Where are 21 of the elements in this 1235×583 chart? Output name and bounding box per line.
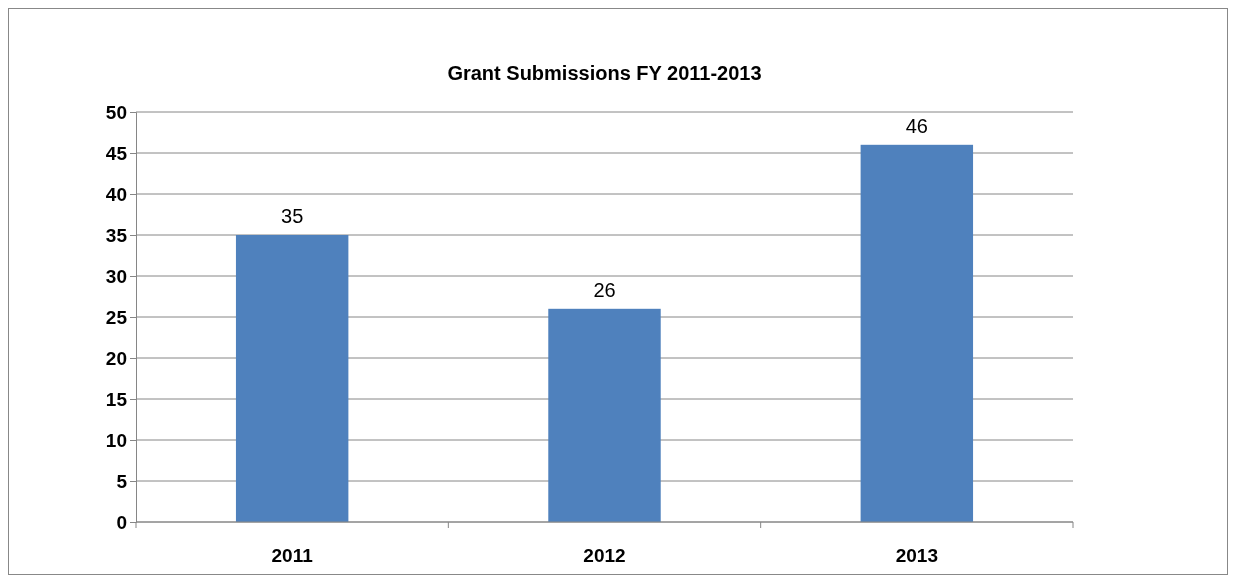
y-tick-label: 5 bbox=[116, 470, 128, 492]
chart-title: Grant Submissions FY 2011-2013 bbox=[447, 62, 762, 84]
data-label: 35 bbox=[281, 205, 304, 227]
y-tick-label: 45 bbox=[105, 142, 128, 164]
y-tick-label: 10 bbox=[105, 429, 127, 451]
bar bbox=[860, 144, 974, 522]
data-label: 26 bbox=[593, 278, 616, 301]
y-tick-label: 0 bbox=[116, 511, 127, 533]
y-tick-label: 25 bbox=[105, 306, 128, 328]
y-tick-label: 20 bbox=[105, 347, 127, 369]
y-tick-label: 40 bbox=[105, 183, 127, 205]
y-tick-label: 15 bbox=[105, 388, 128, 410]
data-label: 46 bbox=[905, 114, 928, 137]
x-tick-label: 2012 bbox=[583, 545, 626, 566]
y-tick-label: 50 bbox=[105, 101, 127, 123]
x-tick-label: 2013 bbox=[895, 545, 938, 566]
x-tick-label: 2011 bbox=[271, 545, 314, 566]
y-tick-label: 35 bbox=[105, 224, 128, 246]
bar bbox=[548, 308, 661, 522]
y-tick-label: 30 bbox=[105, 265, 127, 287]
bar bbox=[235, 235, 349, 522]
